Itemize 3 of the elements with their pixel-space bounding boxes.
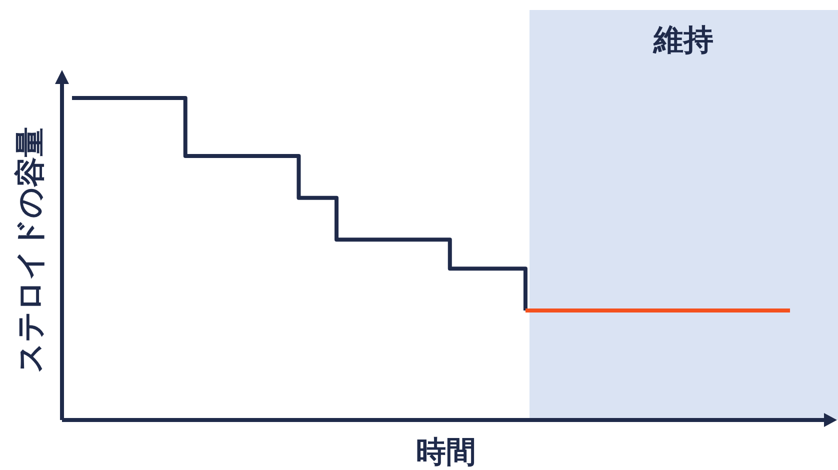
- x-axis-title: 時間: [416, 435, 476, 470]
- y-axis-title: ステロイドの容量: [13, 127, 48, 373]
- annotation: 維持: [654, 23, 714, 58]
